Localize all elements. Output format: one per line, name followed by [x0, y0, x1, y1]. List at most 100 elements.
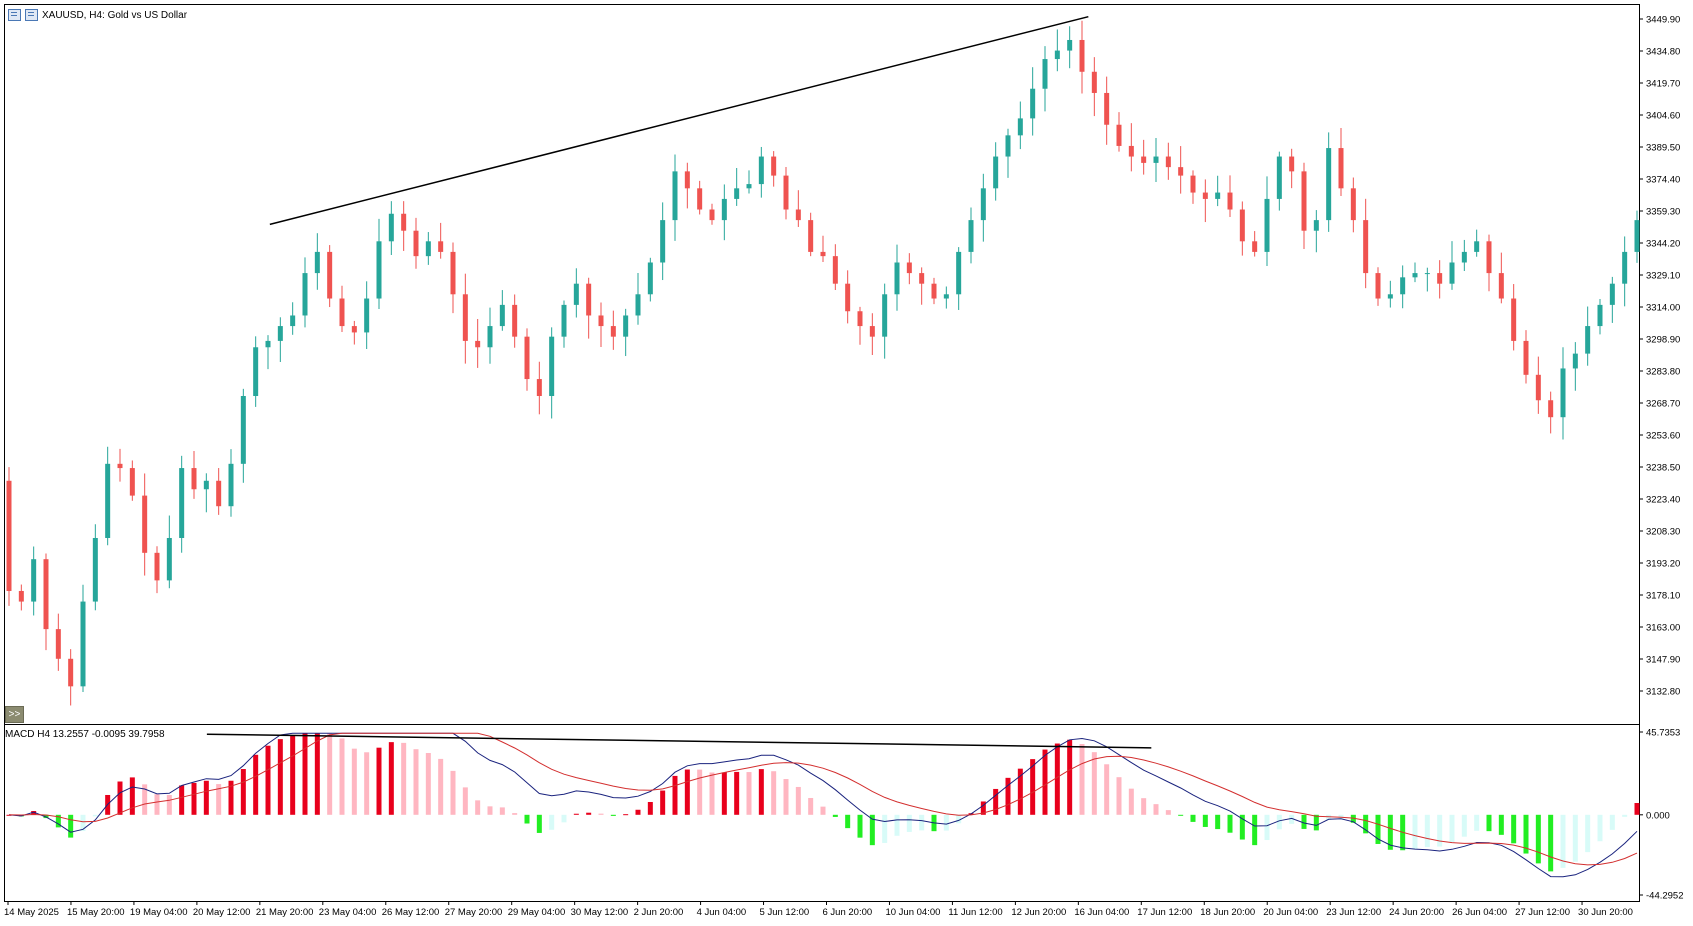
time-tick-label: 5 Jun 12:00 [760, 907, 810, 918]
candle-body [43, 559, 49, 630]
candle-body [450, 251, 456, 295]
histogram-bar [820, 806, 826, 815]
histogram-bar [1128, 788, 1134, 815]
candle-body [1474, 241, 1480, 252]
chart-window-icon[interactable] [25, 9, 38, 21]
histogram-bar [475, 800, 481, 815]
histogram-bar [894, 814, 900, 836]
candle-body [697, 188, 703, 210]
candle-body [191, 468, 197, 490]
time-tick-label: 6 Jun 20:00 [823, 907, 873, 918]
histogram-bar [1449, 814, 1455, 843]
histogram-bar [351, 748, 357, 815]
candlestick-series [6, 20, 1640, 706]
histogram-bar [1079, 744, 1085, 815]
histogram-bar [1486, 814, 1492, 832]
histogram-bar [1190, 814, 1196, 822]
chart-menu-icon[interactable] [8, 9, 21, 21]
candle-body [302, 273, 308, 316]
histogram-bar [327, 733, 333, 815]
candle-body [1387, 294, 1393, 299]
histogram-bar [919, 814, 925, 831]
candle-body [425, 241, 431, 257]
candle-body [610, 326, 616, 337]
histogram-bar [783, 779, 789, 815]
histogram-bar [980, 801, 986, 815]
histogram-bar [746, 772, 752, 815]
candle-body [1486, 241, 1492, 274]
histogram-bar [1375, 814, 1381, 844]
candle-body [1239, 209, 1245, 242]
histogram-bar [684, 769, 690, 815]
candle-body [512, 304, 518, 337]
candle-body [1079, 39, 1085, 72]
time-tick-label: 21 May 20:00 [256, 907, 314, 918]
candle-body [783, 175, 789, 210]
candle-body [277, 326, 283, 341]
time-tick-label: 30 May 12:00 [571, 907, 629, 918]
time-tick-label: 29 May 04:00 [508, 907, 566, 918]
candle-body [1572, 353, 1578, 369]
candle-body [1498, 273, 1504, 299]
trendline-price[interactable] [269, 15, 1089, 226]
histogram-bar [1498, 814, 1504, 835]
histogram-bar [142, 784, 148, 815]
trendlines[interactable] [206, 15, 1152, 749]
price-tick-label: 3268.70 [1646, 399, 1680, 410]
candle-body [1560, 368, 1566, 418]
time-tick-label: 30 Jun 20:00 [1578, 907, 1633, 918]
candle-body [351, 326, 357, 333]
time-axis: 14 May 2025 15 May 20:00 19 May 04:00 20 Ma… [4, 901, 1633, 918]
histogram-bar [1141, 798, 1147, 815]
candle-body [31, 559, 37, 602]
histogram-bar [1609, 814, 1615, 830]
candle-body [1005, 135, 1011, 157]
histogram-bar [438, 758, 444, 815]
price-tick-label: 3419.70 [1646, 79, 1680, 90]
price-axis: 3449.90 3434.80 3419.70 3404.60 3389.50 3374.… [1639, 15, 1680, 698]
candle-body [536, 379, 542, 397]
trendline-macd[interactable] [206, 733, 1152, 749]
candle-body [154, 552, 160, 581]
histogram-bar [31, 811, 37, 815]
candle-body [709, 209, 715, 221]
candle-body [1042, 59, 1048, 89]
histogram-bar [832, 814, 838, 817]
histogram-bar [1585, 814, 1591, 853]
histogram-bar [993, 788, 999, 815]
candle-body [635, 294, 641, 316]
candle-body [906, 262, 912, 274]
histogram-bar [129, 777, 135, 815]
candle-body [117, 463, 123, 469]
histogram-bar [228, 780, 234, 815]
candle-body [376, 241, 382, 299]
histogram-bar [1178, 814, 1184, 816]
histogram-bar [1622, 814, 1628, 817]
histogram-bar [709, 772, 715, 815]
time-tick-label: 16 Jun 04:00 [1074, 907, 1129, 918]
candle-body [795, 209, 801, 221]
candle-body [388, 213, 394, 242]
time-tick-label: 2 Jun 20:00 [634, 907, 684, 918]
histogram-bar [1227, 814, 1233, 833]
candle-body [228, 463, 234, 507]
macd-histogram [6, 733, 1640, 872]
candle-body [968, 220, 974, 252]
histogram-bar [1239, 814, 1245, 840]
candle-body [1424, 273, 1430, 275]
histogram-bar [450, 770, 456, 815]
histogram-bar [1548, 814, 1554, 872]
histogram-bar [401, 742, 407, 815]
histogram-bar [623, 814, 629, 816]
candle-body [1313, 220, 1319, 231]
candle-body [586, 283, 592, 316]
histogram-bar [1215, 814, 1221, 830]
macd-axis: 45.7353 0.000 -44.2952 [1639, 728, 1684, 902]
price-tick-label: 3329.10 [1646, 271, 1680, 282]
histogram-bar [672, 775, 678, 815]
expand-panel-button[interactable]: >> [5, 706, 24, 723]
time-tick-label: 18 Jun 20:00 [1200, 907, 1255, 918]
candle-body [623, 315, 629, 337]
